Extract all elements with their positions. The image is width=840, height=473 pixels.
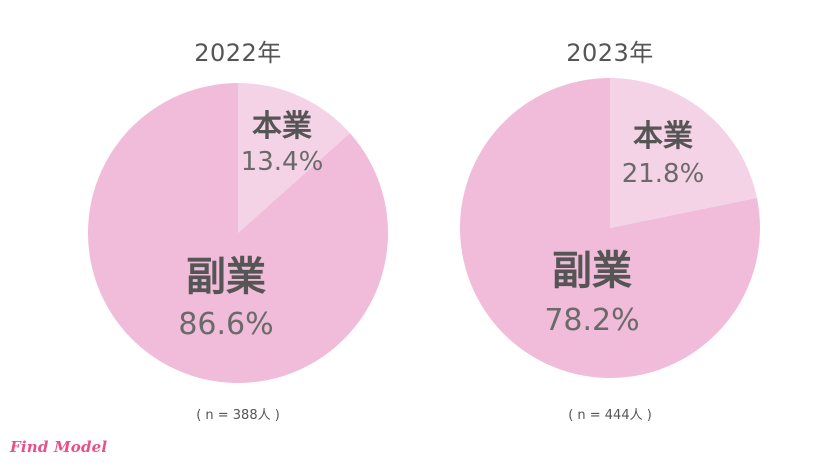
pie-chart-2023: 2023年 本業 21.8% 副業 78.2% ( n = 444人 ) xyxy=(420,0,840,473)
slice-label-name: 本業 xyxy=(252,109,312,144)
pie-slice-副業 xyxy=(88,83,389,383)
slice-label-name: 副業 xyxy=(552,248,632,294)
pie-slice-本業 xyxy=(610,78,757,228)
slice-label-value: 13.4% xyxy=(241,147,324,177)
slice-label-name: 副業 xyxy=(186,254,266,300)
pie-svg-2023: 本業 21.8% 副業 78.2% xyxy=(460,78,760,378)
slice-label-value: 78.2% xyxy=(544,303,639,338)
slice-label-value: 86.6% xyxy=(178,307,273,342)
chart-title-2022: 2022年 xyxy=(194,39,282,67)
sample-size-2023: ( n = 444人 ) xyxy=(568,408,652,423)
find-model-logo: Find Model xyxy=(10,438,108,456)
pie-slice-本業 xyxy=(238,83,350,233)
pie-slice-副業 xyxy=(460,78,760,378)
sample-size-2022: ( n = 388人 ) xyxy=(196,408,280,423)
chart-title-2023: 2023年 xyxy=(566,39,654,67)
slice-label-name: 本業 xyxy=(633,119,693,154)
slice-label-value: 21.8% xyxy=(622,159,705,189)
pie-chart-2022: 2022年 本業 13.4% 副業 86.6% ( n = 388人 ) xyxy=(88,39,389,423)
